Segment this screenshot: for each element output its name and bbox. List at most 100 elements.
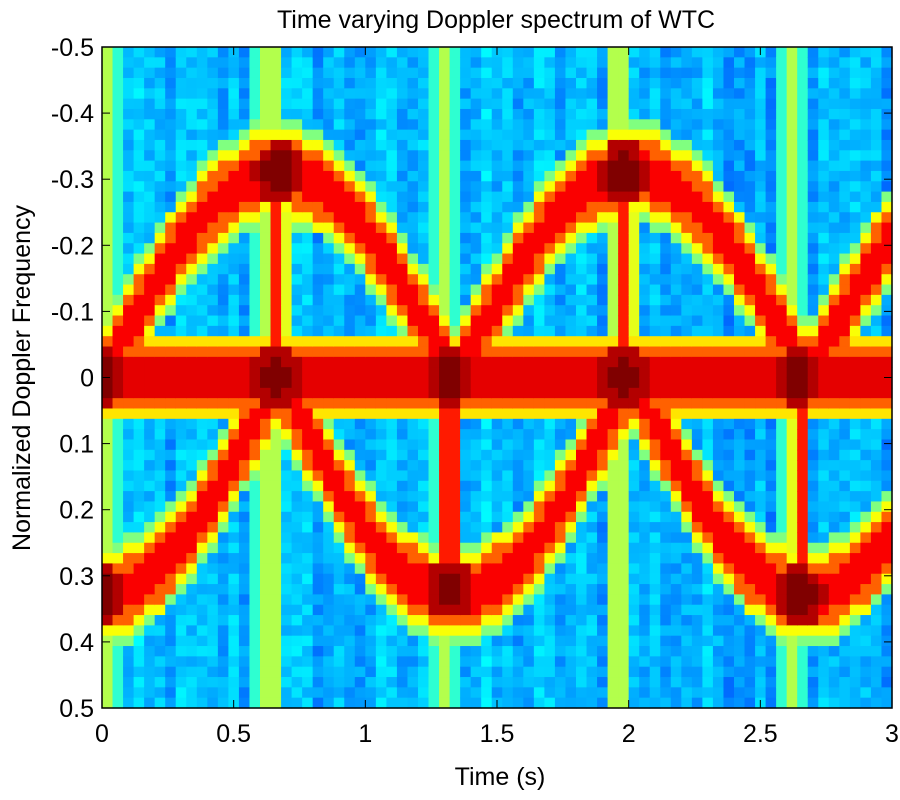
heatmap-cell [576, 635, 588, 647]
heatmap-cell [323, 243, 335, 255]
heatmap-cell [470, 305, 482, 317]
heatmap-cell [333, 511, 345, 523]
heatmap-cell [649, 573, 661, 585]
heatmap-cell [691, 160, 703, 172]
heatmap-cell [786, 367, 798, 379]
heatmap-cell [165, 377, 177, 389]
heatmap-cell [312, 460, 324, 472]
heatmap-cell [175, 470, 187, 482]
heatmap-cell [333, 232, 345, 244]
heatmap-cell [323, 542, 335, 554]
heatmap-cell [681, 635, 693, 647]
heatmap-cell [607, 77, 619, 89]
heatmap-cell [165, 387, 177, 399]
heatmap-cell [639, 491, 651, 503]
heatmap-cell [260, 460, 272, 472]
heatmap-cell [734, 201, 746, 213]
heatmap-cell [818, 325, 830, 337]
heatmap-cell [807, 181, 819, 193]
heatmap-cell [396, 677, 409, 688]
heatmap-cell [291, 635, 303, 647]
heatmap-cell [807, 377, 819, 389]
heatmap-cell [281, 532, 293, 544]
heatmap-cell [670, 294, 682, 306]
heatmap-cell [554, 263, 567, 275]
heatmap-cell [449, 243, 461, 255]
heatmap-cell [628, 181, 640, 193]
heatmap-cell [860, 687, 872, 699]
heatmap-cell [860, 594, 872, 606]
heatmap-cell [144, 263, 156, 275]
heatmap-cell [207, 480, 219, 492]
heatmap-cell [238, 253, 251, 265]
heatmap-cell [828, 212, 840, 224]
heatmap-cell [165, 356, 177, 368]
heatmap-cell [217, 625, 229, 637]
heatmap-cell [439, 429, 451, 441]
heatmap-cell [228, 232, 240, 244]
heatmap-cell [723, 108, 735, 120]
heatmap-cell [260, 511, 272, 523]
heatmap-cell [807, 666, 819, 678]
heatmap-cell [418, 284, 430, 296]
heatmap-cell [849, 160, 861, 172]
heatmap-cell [144, 491, 156, 503]
heatmap-cell [354, 263, 366, 275]
heatmap-cell [291, 573, 303, 585]
heatmap-cell [870, 377, 883, 389]
heatmap-cell [260, 625, 272, 637]
heatmap-cell [702, 635, 714, 647]
heatmap-cell [849, 88, 861, 100]
heatmap-cell [333, 253, 345, 265]
heatmap-cell [670, 573, 682, 585]
heatmap-cell [217, 346, 229, 358]
heatmap-cell [302, 191, 314, 203]
heatmap-cell [154, 697, 166, 709]
heatmap-cell [797, 222, 809, 234]
heatmap-cell [649, 47, 661, 58]
heatmap-cell [723, 615, 735, 626]
heatmap-cell [407, 98, 419, 110]
heatmap-cell [207, 253, 219, 265]
heatmap-cell [270, 47, 282, 58]
heatmap-cell [365, 553, 377, 565]
heatmap-cell [723, 439, 735, 451]
heatmap-cell [723, 129, 735, 141]
heatmap-cell [481, 635, 493, 647]
heatmap-cell [649, 677, 661, 688]
heatmap-cell [260, 67, 272, 79]
heatmap-cell [681, 460, 693, 472]
heatmap-cell [291, 232, 303, 244]
heatmap-cell [102, 398, 114, 410]
heatmap-cell [344, 677, 356, 688]
heatmap-cell [649, 615, 661, 626]
heatmap-cell [418, 563, 430, 575]
heatmap-cell [670, 356, 682, 368]
heatmap-cell [354, 57, 366, 69]
heatmap-cell [186, 129, 198, 141]
heatmap-cell [323, 170, 335, 182]
heatmap-cell [523, 387, 535, 399]
heatmap-cell [102, 377, 114, 389]
heatmap-cell [554, 625, 567, 637]
heatmap-cell [849, 677, 861, 688]
heatmap-cell [439, 222, 451, 234]
heatmap-cell [407, 573, 419, 585]
heatmap-cell [470, 284, 482, 296]
heatmap-cell [354, 553, 366, 565]
heatmap-cell [407, 47, 419, 58]
heatmap-cell [102, 212, 114, 224]
heatmap-cell [502, 274, 514, 286]
heatmap-cell [839, 129, 851, 141]
heatmap-cell [681, 315, 693, 327]
heatmap-cell [323, 67, 335, 79]
heatmap-cell [333, 604, 345, 616]
heatmap-cell [839, 57, 851, 69]
heatmap-cell [460, 470, 472, 482]
heatmap-cell [776, 191, 788, 203]
heatmap-cell [323, 563, 335, 575]
heatmap-cell [586, 449, 598, 461]
heatmap-cell [639, 418, 651, 430]
heatmap-cell [512, 532, 524, 544]
heatmap-cell [786, 346, 798, 358]
